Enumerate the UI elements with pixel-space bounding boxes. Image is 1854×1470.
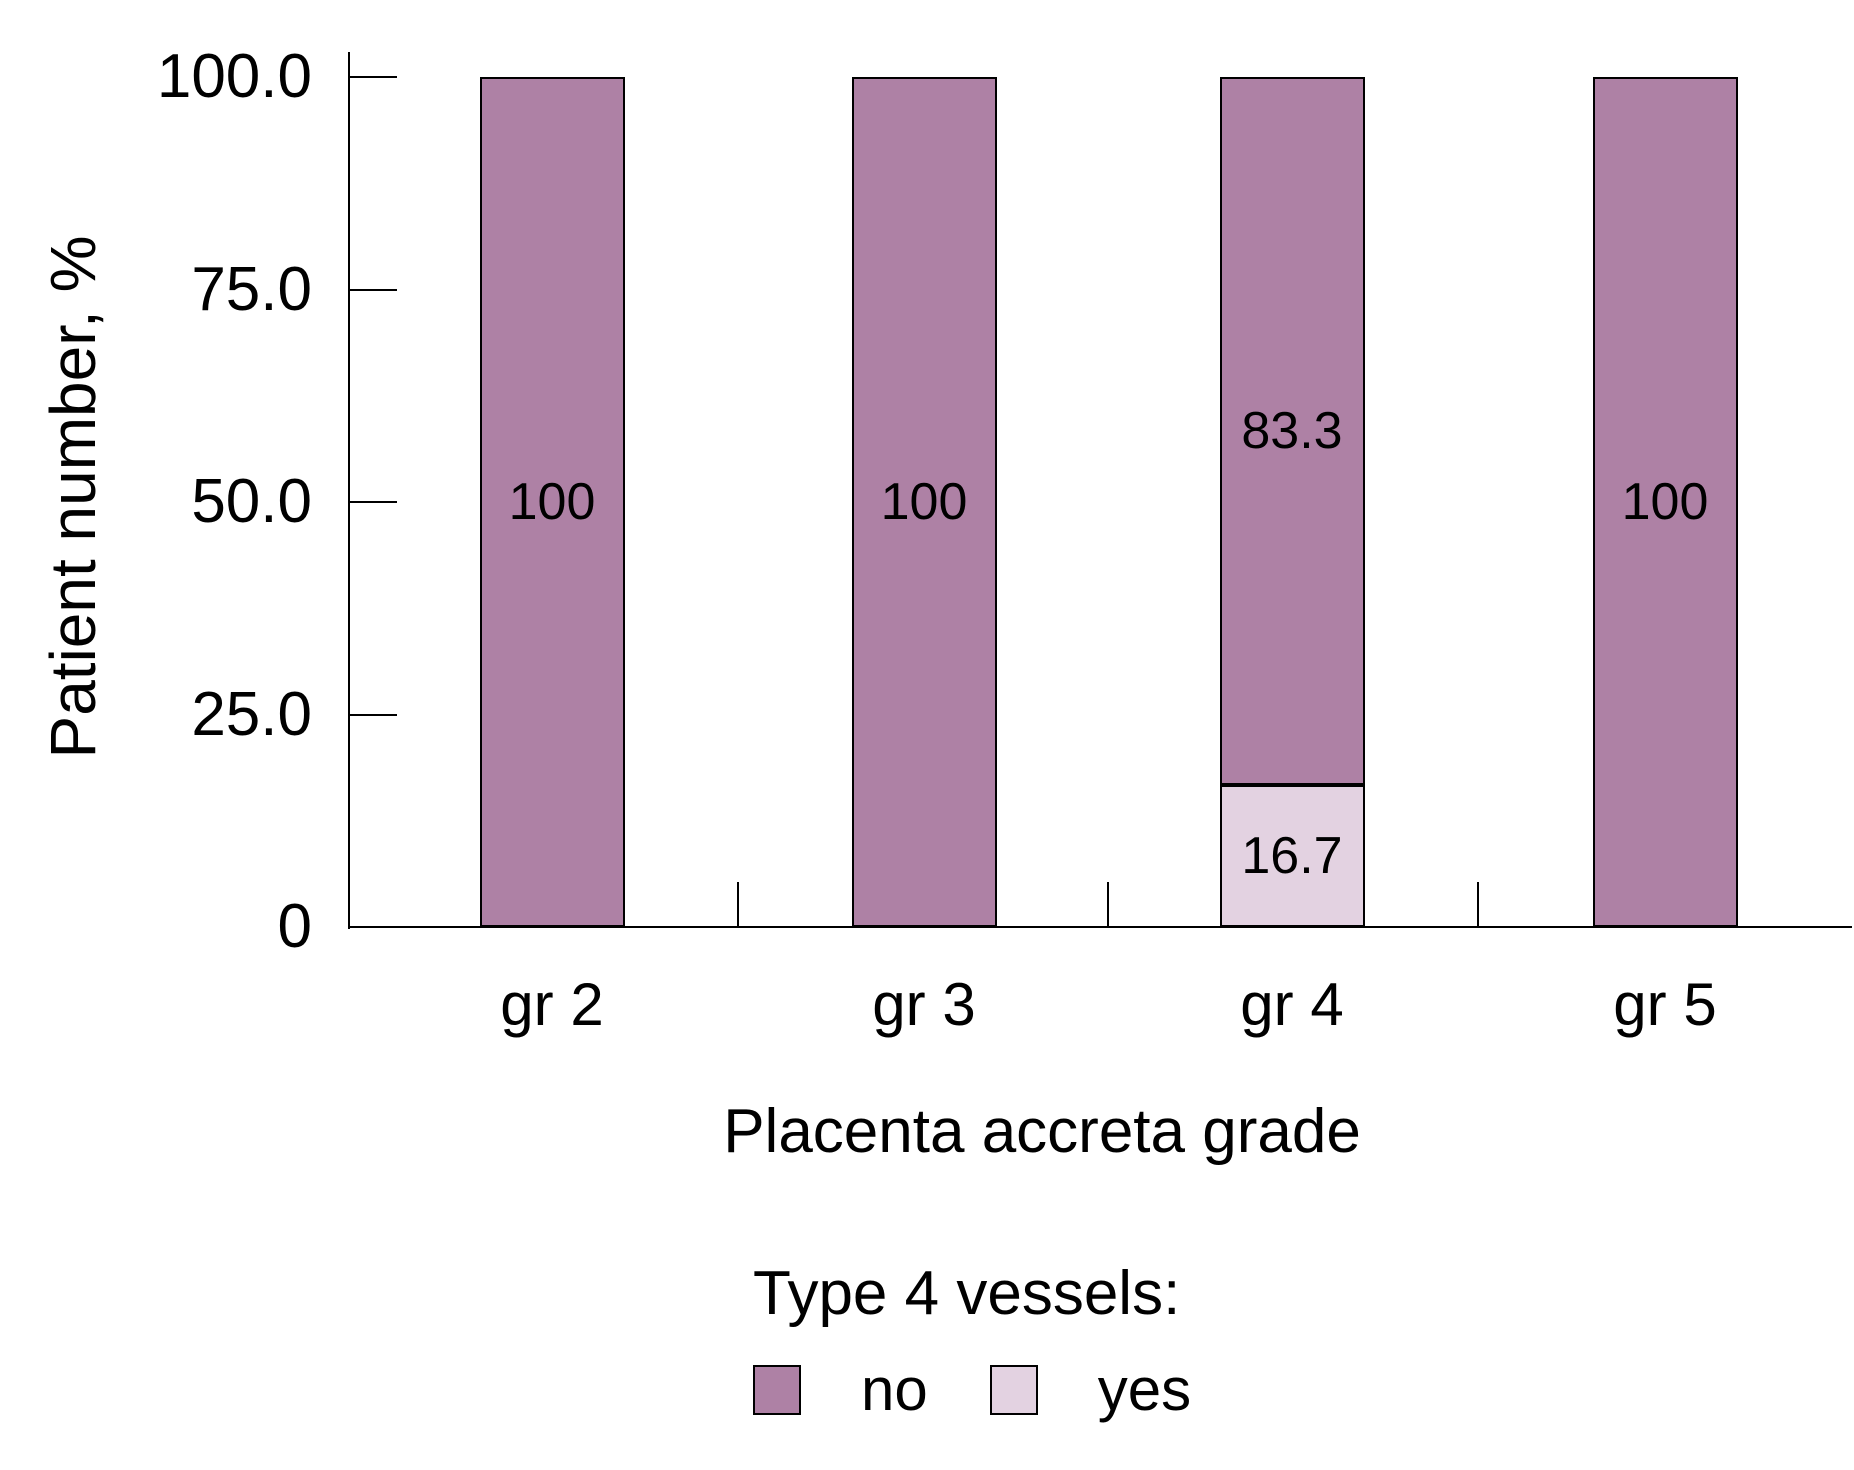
x-category-label-gr-4: gr 4 — [1240, 971, 1344, 1038]
y-tick-label-0: 0 — [277, 892, 312, 961]
y-tick-75-0 — [349, 288, 397, 291]
x-axis-line — [348, 926, 1852, 928]
y-tick-label-50-0: 50.0 — [191, 467, 312, 536]
y-tick-100-0 — [349, 76, 397, 78]
y-tick-label-100-0: 100.0 — [156, 42, 312, 111]
bar-value-label-no-gr-2: 100 — [508, 473, 596, 531]
y-tick-label-25-0: 25.0 — [191, 679, 312, 749]
x-category-label-gr-3: gr 3 — [872, 971, 976, 1038]
bar-segment-no-gr-5 — [1592, 77, 1738, 927]
legend-swatch-no — [753, 1365, 801, 1415]
y-tick-25-0 — [349, 713, 397, 716]
y-tick-label-75-0: 75.0 — [191, 254, 312, 324]
bar-value-label-no-gr-5: 100 — [1621, 473, 1709, 531]
legend-item-label-no: no — [861, 1356, 928, 1423]
bar-segment-no-gr-3 — [851, 77, 997, 927]
x-tick-boundary-2 — [1107, 882, 1109, 927]
legend-item-label-yes: yes — [1097, 1356, 1192, 1423]
legend-title: Type 4 vessels: — [753, 1259, 1181, 1328]
y-tick-50-0 — [349, 501, 397, 503]
x-tick-boundary-1 — [737, 882, 739, 927]
legend-swatch-yes — [989, 1365, 1038, 1415]
x-tick-boundary-3 — [1477, 882, 1479, 927]
legend: no yes — [753, 1360, 1191, 1420]
legend-item-no: no — [753, 1360, 928, 1420]
legend-item-yes: yes — [989, 1356, 1192, 1423]
bar-segment-no-gr-2 — [479, 77, 625, 927]
bar-value-label-yes-gr-4: 16.7 — [1241, 827, 1343, 886]
x-axis-title: Placenta accreta grade — [723, 1097, 1361, 1166]
bar-segment-no-gr-4 — [1219, 77, 1365, 786]
bar-segment-yes-gr-4 — [1219, 785, 1365, 927]
y-axis-line — [348, 52, 350, 929]
x-category-label-gr-2: gr 2 — [500, 971, 604, 1038]
x-category-label-gr-5: gr 5 — [1613, 971, 1717, 1038]
bar-value-label-no-gr-4: 83.3 — [1241, 402, 1343, 461]
bar-value-label-no-gr-3: 100 — [880, 473, 968, 531]
